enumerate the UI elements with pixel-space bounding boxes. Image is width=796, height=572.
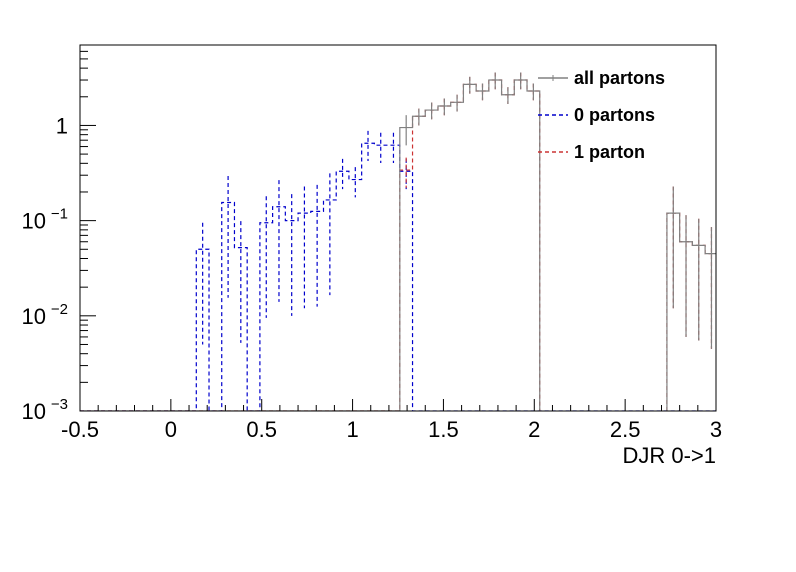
y-tick-exponent: −3: [51, 396, 68, 413]
y-tick-label: 1: [56, 113, 68, 138]
x-tick-label: 0: [165, 417, 177, 442]
series-all-partons: [80, 72, 716, 411]
legend-label: 1 parton: [574, 142, 645, 162]
y-tick-label: 10: [22, 399, 46, 424]
x-tick-label: 3: [710, 417, 722, 442]
legend: all partons 0 partons 1 parton: [538, 68, 665, 162]
legend-label: 0 partons: [574, 105, 655, 125]
legend-label: all partons: [574, 68, 665, 88]
axes: -0.5 0 0.5 1 1.5 2 2.5 3 10 −3 10 −2 10 −1 1: [22, 44, 722, 442]
y-tick-exponent: −1: [51, 206, 68, 223]
series-step-line: [80, 142, 716, 411]
x-tick-label: 0.5: [246, 417, 277, 442]
x-tick-label: 2.5: [610, 417, 641, 442]
x-tick-label: 2: [528, 417, 540, 442]
series-step-line: [80, 79, 716, 411]
plot-area: [80, 72, 716, 411]
x-tick-label: 1.5: [428, 417, 459, 442]
x-tick-label: 1: [346, 417, 358, 442]
x-tick-label: -0.5: [61, 417, 99, 442]
x-axis-title: DJR 0->1: [622, 443, 716, 468]
y-tick-exponent: −2: [51, 301, 68, 318]
y-tick-label: 10: [22, 304, 46, 329]
plot-frame: [79, 44, 717, 412]
y-tick-label: 10: [22, 209, 46, 234]
